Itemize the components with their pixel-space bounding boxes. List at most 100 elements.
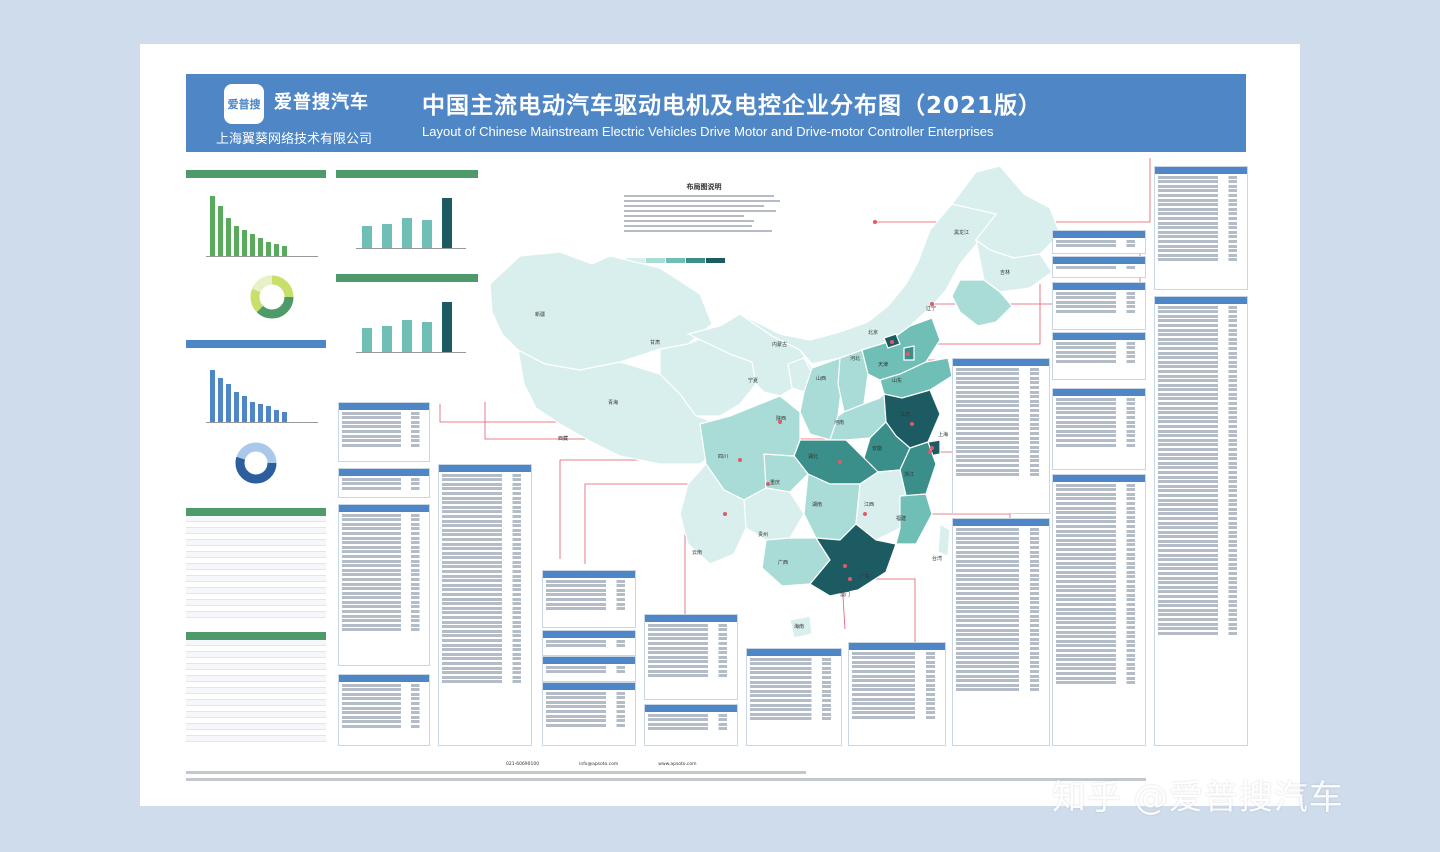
region-list-hubei <box>338 504 430 666</box>
province-jiangxi <box>855 469 907 541</box>
footer-website: www.apsoto.com <box>658 762 697 767</box>
province-shanghai <box>927 439 941 457</box>
panel-title-bar <box>186 170 326 178</box>
label-aomen: 澳门 <box>840 591 850 598</box>
region-list-yunnan <box>542 656 636 682</box>
label-hebei: 河北 <box>850 355 860 362</box>
region-list-hebei <box>1052 332 1146 380</box>
province-guangxi <box>761 537 831 587</box>
label-zhejiang: 浙江 <box>904 471 914 478</box>
label-fujian: 福建 <box>896 515 906 522</box>
region-header <box>1053 283 1145 290</box>
region-header <box>543 631 635 638</box>
province-taiwan <box>937 522 951 557</box>
province-hebei <box>861 317 941 381</box>
region-list-shanghai <box>1052 474 1146 746</box>
label-shanxi: 山西 <box>816 375 826 382</box>
province-guizhou <box>743 487 805 541</box>
region-header <box>953 359 1049 366</box>
label-liaoning: 辽宁 <box>926 305 936 312</box>
stacked-bar-chart <box>356 294 466 353</box>
label-guangdong: 广东 <box>860 573 870 580</box>
province-henan <box>829 392 887 441</box>
footer: 021-60690100 info@apsoto.com www.apsoto.… <box>186 762 1246 785</box>
donut-chart-motor <box>250 275 294 319</box>
region-header <box>953 519 1049 526</box>
motor-annual-chart-panel <box>336 170 478 262</box>
controller-supply-table-panel <box>186 632 326 754</box>
region-header <box>339 469 429 476</box>
region-header <box>1155 167 1247 174</box>
region-list-henan <box>644 614 738 700</box>
brand-logo: 爱普搜 <box>224 84 264 124</box>
province-shanxi <box>837 349 869 413</box>
motor-supply-table-panel <box>186 508 326 626</box>
region-header <box>1053 333 1145 340</box>
region-list-liaoning <box>1052 282 1146 330</box>
label-hainan: 海南 <box>794 623 804 630</box>
panel-title-bar <box>186 340 326 348</box>
region-header <box>1155 297 1247 304</box>
province-guangdong <box>809 523 897 597</box>
region-list-hunan <box>338 674 430 746</box>
label-neimenggu: 内蒙古 <box>772 341 787 348</box>
donut-chart-controller <box>235 442 277 484</box>
region-list-anhui <box>746 648 842 746</box>
panel-title-bar <box>336 170 478 178</box>
region-list-zhejiang <box>952 518 1050 746</box>
label-guangxi: 广西 <box>778 559 788 566</box>
region-list-xibei <box>338 402 430 462</box>
controller-annual-chart-panel <box>336 274 478 366</box>
province-xinjiang <box>489 251 713 371</box>
province-yunnan <box>679 463 747 565</box>
city-markers <box>723 220 934 581</box>
region-header <box>439 465 531 472</box>
zhihu-watermark: 知乎 @爱普搜汽车 <box>1052 778 1344 818</box>
label-qinghai: 青海 <box>608 399 618 406</box>
label-sichuan: 四川 <box>718 454 728 460</box>
region-list-jilin <box>1052 256 1146 278</box>
panel-title-bar <box>186 632 326 640</box>
controller-supply-table <box>186 640 326 742</box>
region-header <box>339 505 429 512</box>
province-jiangsu <box>883 389 941 449</box>
brand-name: 爱普搜汽车 <box>274 92 369 113</box>
region-header <box>543 683 635 690</box>
label-henan: 河南 <box>834 419 844 426</box>
label-shaanxi: 陕西 <box>776 415 786 422</box>
region-list-sichuan <box>542 630 636 656</box>
footer-hotline: 021-60690100 <box>506 762 540 767</box>
label-beijing: 北京 <box>868 329 878 336</box>
province-gansu <box>686 313 813 397</box>
province-liaoning <box>951 279 1013 327</box>
province-hunan <box>803 473 861 541</box>
province-fujian <box>895 493 933 545</box>
label-shanghai: 上海 <box>938 431 948 438</box>
province-beijing <box>883 333 901 349</box>
map-legend: 布局图说明 <box>624 182 784 235</box>
label-jilin: 吉林 <box>1000 269 1010 276</box>
region-list-beijing <box>952 358 1050 514</box>
province-heilongjiang <box>950 165 1061 259</box>
label-heilongjiang: 黑龙江 <box>954 229 969 236</box>
label-hunan: 湖南 <box>812 501 822 508</box>
region-header <box>339 403 429 410</box>
region-list-heilongjiang <box>1052 230 1146 254</box>
region-header <box>645 615 737 622</box>
region-header <box>543 571 635 578</box>
label-anhui: 安徽 <box>872 445 882 452</box>
province-shaanxi <box>799 357 843 441</box>
province-qinghai <box>659 333 757 417</box>
province-sichuan <box>699 395 801 501</box>
province-xizang <box>517 348 731 465</box>
bar-chart-controller <box>206 362 318 423</box>
label-shandong: 山东 <box>892 377 902 384</box>
bar-chart-motor <box>206 188 318 257</box>
header-banner: 爱普搜 爱普搜汽车 上海翼葵网络技术有限公司 中国主流电动汽车驱动电机及电控企业… <box>186 74 1246 152</box>
label-xizang: 西藏 <box>558 435 568 442</box>
label-taiwan: 台湾 <box>932 555 942 562</box>
region-header <box>1053 231 1145 238</box>
poster: 爱普搜 爱普搜汽车 上海翼葵网络技术有限公司 中国主流电动汽车驱动电机及电控企业… <box>140 44 1300 806</box>
panel-title-bar <box>186 508 326 516</box>
label-guizhou: 贵州 <box>758 531 768 538</box>
